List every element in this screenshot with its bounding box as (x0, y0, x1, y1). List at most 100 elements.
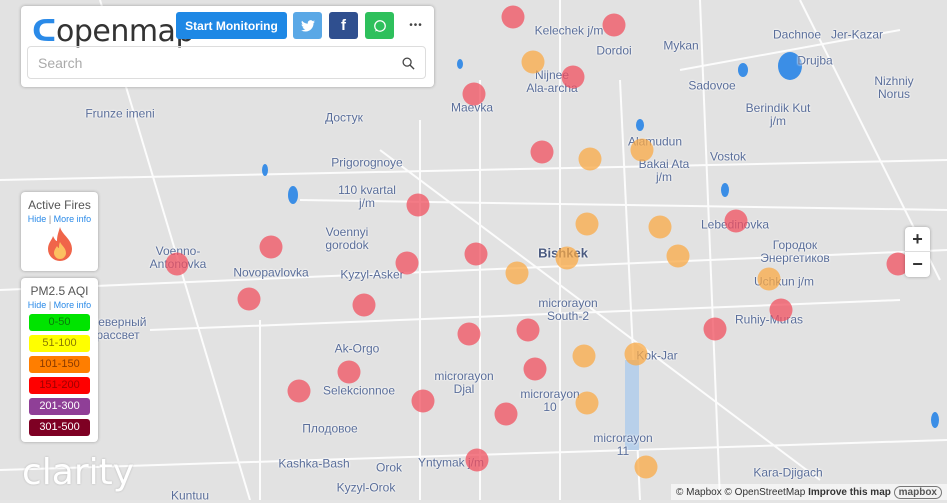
more-options-button[interactable]: ••• (409, 20, 423, 31)
aqi-marker-orange[interactable] (630, 138, 654, 162)
aqi-more-info-link[interactable]: More info (53, 300, 92, 310)
fires-more-info-link[interactable]: More info (53, 214, 92, 224)
aqi-marker-orange[interactable] (634, 455, 658, 479)
mapbox-attribution-link[interactable]: © Mapbox (676, 487, 722, 498)
active-fires-panel: Active Fires Hide | More info (21, 192, 98, 271)
mapbox-logo[interactable]: mapbox (893, 486, 942, 499)
aqi-marker-red[interactable] (287, 379, 311, 403)
map-label: Kashka-Bash (278, 456, 350, 471)
aqi-marker-orange[interactable] (572, 344, 596, 368)
aqi-marker-red[interactable] (886, 252, 910, 276)
map-label: Kelechek j/m (534, 23, 604, 38)
aqi-marker-red[interactable] (530, 140, 554, 164)
map-label: microrayon 11 (593, 431, 653, 458)
search-icon[interactable] (402, 57, 415, 70)
aqi-marker-orange[interactable] (505, 261, 529, 285)
twitter-share-button[interactable] (293, 12, 322, 39)
separator: | (48, 214, 52, 224)
map-label: Достук (325, 110, 363, 125)
map-label: Dachnoe (772, 27, 822, 42)
active-fires-title: Active Fires (28, 198, 91, 212)
map-label: Ruhiy-Muras (734, 312, 804, 327)
search-input[interactable] (28, 47, 425, 78)
aqi-marker-red[interactable] (523, 357, 547, 381)
map-label: microrayon Djal (434, 369, 494, 396)
aqi-legend-item: 201-300 (29, 398, 90, 415)
aqi-marker-red[interactable] (494, 402, 518, 426)
map-label: Nizhniy Norus (874, 74, 914, 101)
map-label: Kyzyl-Orok (336, 480, 396, 495)
aqi-marker-red[interactable] (769, 298, 793, 322)
facebook-icon: f (341, 17, 346, 34)
map-label: 110 kvartal j/m (338, 183, 396, 210)
map-label: Maevka (450, 100, 494, 115)
map-label: Mykan (663, 38, 699, 53)
aqi-marker-red[interactable] (406, 193, 430, 217)
whatsapp-share-button[interactable] (365, 12, 394, 39)
aqi-hide-link[interactable]: Hide (27, 300, 47, 310)
zoom-out-button[interactable]: − (912, 254, 923, 274)
facebook-share-button[interactable]: f (329, 12, 358, 39)
improve-map-link[interactable]: Improve this map (808, 487, 891, 498)
aqi-marker-red[interactable] (462, 82, 486, 106)
map-label: Berindik Kut j/m (745, 101, 811, 128)
map-label: Vostok (709, 149, 747, 164)
map-label: Городок Энергетиков (760, 238, 830, 265)
aqi-legend-item: 0-50 (29, 314, 90, 331)
aqi-legend-item: 301-500 (29, 419, 90, 436)
aqi-marker-red[interactable] (724, 209, 748, 233)
map-label: Kuntuu (170, 488, 210, 503)
aqi-marker-orange[interactable] (624, 342, 648, 366)
aqi-marker-orange[interactable] (648, 215, 672, 239)
clarity-logo-text: clarity (22, 452, 135, 493)
map-label: microrayon 10 (520, 387, 580, 414)
aqi-marker-orange[interactable] (575, 212, 599, 236)
twitter-icon (300, 19, 315, 32)
aqi-marker-orange[interactable] (578, 147, 602, 171)
aqi-marker-red[interactable] (501, 5, 525, 29)
search-box (27, 46, 426, 79)
aqi-marker-orange[interactable] (575, 391, 599, 415)
aqi-marker-red[interactable] (237, 287, 261, 311)
map-label: Bakai Ata j/m (638, 157, 690, 184)
aqi-marker-red[interactable] (465, 448, 489, 472)
aqi-marker-red[interactable] (703, 317, 727, 341)
map-label: Kyzyl-Asker (340, 267, 404, 282)
aqi-marker-orange[interactable] (757, 267, 781, 291)
aqi-marker-red[interactable] (352, 293, 376, 317)
aqi-marker-red[interactable] (457, 322, 481, 346)
aqi-marker-orange[interactable] (666, 244, 690, 268)
aqi-marker-red[interactable] (561, 65, 585, 89)
map-label: Sadovoe (688, 78, 736, 93)
aqi-marker-red[interactable] (395, 251, 419, 275)
osm-attribution-link[interactable]: © OpenStreetMap (724, 487, 806, 498)
fires-hide-link[interactable]: Hide (27, 214, 47, 224)
map-label: Dordoi (596, 43, 632, 58)
aqi-marker-red[interactable] (259, 235, 283, 259)
aqi-legend-item: 51-100 (29, 335, 90, 352)
aqi-marker-red[interactable] (602, 13, 626, 37)
aqi-marker-red[interactable] (516, 318, 540, 342)
aqi-marker-red[interactable] (411, 389, 435, 413)
aqi-marker-orange[interactable] (555, 246, 579, 270)
aqi-marker-orange[interactable] (521, 50, 545, 74)
fire-icon[interactable] (47, 226, 73, 262)
aqi-marker-red[interactable] (464, 242, 488, 266)
whatsapp-icon (373, 19, 386, 32)
start-monitoring-button[interactable]: Start Monitoring (176, 12, 287, 39)
map-label: Prigorognoye (331, 155, 403, 170)
aqi-title: PM2.5 AQI (30, 284, 89, 298)
openmap-logo[interactable]: ᑕopenmap (32, 14, 195, 49)
zoom-controls: + − (905, 227, 930, 277)
separator: | (48, 300, 52, 310)
attribution: © Mapbox © OpenStreetMap Improve this ma… (671, 484, 947, 500)
search-panel: ᑕopenmap Start Monitoring f ••• (21, 6, 434, 87)
clarity-logo: clarity (22, 452, 134, 493)
map-label: Ak-Orgo (334, 341, 380, 356)
map-label: Orok (375, 460, 403, 475)
aqi-marker-red[interactable] (165, 252, 189, 276)
aqi-marker-red[interactable] (337, 360, 361, 384)
zoom-in-button[interactable]: + (905, 227, 930, 252)
map-label: Плодовое (302, 421, 358, 436)
